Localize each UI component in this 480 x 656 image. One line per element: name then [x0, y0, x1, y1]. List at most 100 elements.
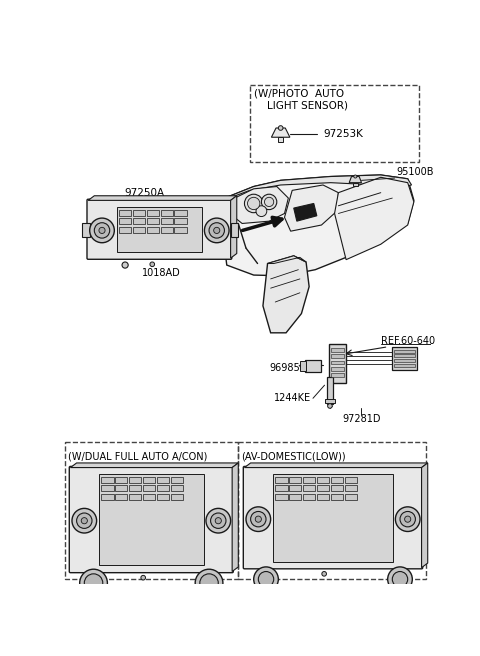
Bar: [303, 494, 315, 500]
Bar: [392, 346, 417, 370]
Circle shape: [322, 571, 326, 576]
Bar: [170, 485, 183, 491]
Circle shape: [258, 571, 274, 587]
Polygon shape: [232, 463, 238, 571]
Circle shape: [354, 175, 357, 178]
Bar: [115, 494, 127, 500]
Bar: [119, 226, 131, 233]
Bar: [174, 226, 187, 233]
Bar: [101, 477, 114, 483]
Polygon shape: [219, 175, 411, 200]
Polygon shape: [267, 256, 306, 264]
Bar: [174, 218, 187, 224]
Bar: [394, 359, 415, 362]
Bar: [332, 348, 344, 352]
Polygon shape: [335, 177, 414, 260]
Bar: [115, 485, 127, 491]
Circle shape: [80, 569, 108, 597]
Bar: [156, 477, 169, 483]
Bar: [317, 494, 329, 500]
Bar: [147, 218, 159, 224]
Polygon shape: [271, 128, 290, 137]
Bar: [289, 477, 301, 483]
Bar: [289, 485, 301, 491]
Circle shape: [396, 507, 420, 531]
Bar: [275, 477, 288, 483]
Circle shape: [328, 403, 332, 408]
Polygon shape: [230, 195, 237, 258]
Bar: [300, 361, 306, 371]
Bar: [317, 477, 329, 483]
Polygon shape: [219, 175, 414, 276]
Circle shape: [215, 518, 221, 523]
Bar: [332, 361, 344, 364]
Bar: [65, 442, 238, 579]
Text: (W/PHOTO  AUTO
    LIGHT SENSOR): (W/PHOTO AUTO LIGHT SENSOR): [254, 89, 348, 110]
Bar: [160, 218, 173, 224]
Bar: [143, 477, 155, 483]
Circle shape: [246, 507, 271, 531]
Text: 97281D: 97281D: [342, 414, 381, 424]
Bar: [156, 485, 169, 491]
Bar: [332, 367, 344, 371]
Bar: [324, 399, 336, 403]
Text: 97250A: 97250A: [114, 463, 155, 473]
Bar: [332, 354, 344, 358]
Circle shape: [200, 574, 218, 592]
Bar: [329, 344, 346, 383]
Circle shape: [244, 194, 263, 213]
Bar: [327, 377, 333, 405]
Circle shape: [90, 218, 114, 243]
Circle shape: [206, 508, 230, 533]
Bar: [101, 494, 114, 500]
Circle shape: [388, 567, 412, 592]
Circle shape: [195, 569, 223, 597]
Text: (W/DUAL FULL AUTO A/CON): (W/DUAL FULL AUTO A/CON): [68, 451, 207, 461]
Bar: [275, 485, 288, 491]
Polygon shape: [421, 463, 428, 567]
Bar: [82, 222, 90, 237]
Circle shape: [72, 508, 96, 533]
Bar: [115, 477, 127, 483]
Circle shape: [405, 516, 411, 522]
Text: (AV-DOMESTIC(LOW)): (AV-DOMESTIC(LOW)): [241, 451, 346, 461]
Circle shape: [150, 262, 155, 266]
Circle shape: [262, 194, 277, 210]
Bar: [275, 494, 288, 500]
Bar: [101, 485, 114, 491]
Text: 97250A: 97250A: [124, 188, 165, 197]
Circle shape: [84, 574, 103, 592]
Circle shape: [278, 126, 283, 131]
Bar: [119, 218, 131, 224]
Bar: [129, 485, 141, 491]
Circle shape: [81, 518, 87, 523]
Text: 97253K: 97253K: [323, 129, 363, 139]
Bar: [133, 210, 145, 216]
Bar: [331, 477, 343, 483]
Polygon shape: [349, 176, 361, 182]
Circle shape: [211, 513, 226, 528]
Bar: [394, 350, 415, 353]
Circle shape: [214, 228, 220, 234]
Bar: [331, 494, 343, 500]
Bar: [147, 210, 159, 216]
Bar: [160, 226, 173, 233]
Polygon shape: [244, 463, 428, 468]
Bar: [133, 226, 145, 233]
Circle shape: [254, 567, 278, 592]
Bar: [304, 359, 322, 372]
Text: 97250A: 97250A: [295, 463, 336, 473]
Bar: [303, 485, 315, 491]
Bar: [394, 363, 415, 367]
Bar: [119, 210, 131, 216]
Bar: [156, 494, 169, 500]
Polygon shape: [263, 256, 309, 333]
FancyBboxPatch shape: [87, 199, 232, 259]
Bar: [230, 222, 238, 237]
Bar: [238, 442, 426, 579]
Bar: [147, 226, 159, 233]
Polygon shape: [285, 185, 338, 231]
Bar: [170, 494, 183, 500]
Bar: [133, 218, 145, 224]
Text: 95100B: 95100B: [396, 167, 433, 177]
